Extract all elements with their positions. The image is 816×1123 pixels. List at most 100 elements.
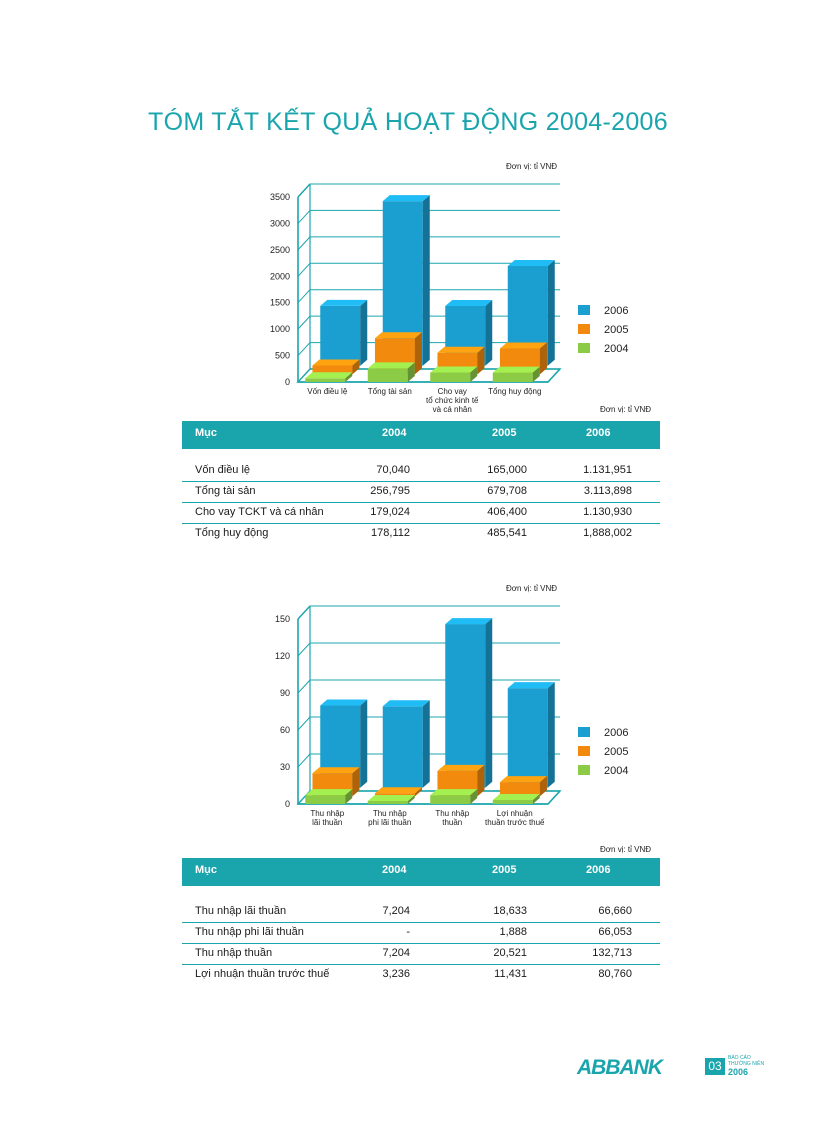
bar-top-2005 [437,346,485,353]
bar-side-2006 [422,700,430,788]
table2-unit-label: Đơn vị: tỉ VNĐ [600,845,652,854]
bar-2004 [367,801,408,804]
y-tick-label: 30 [280,762,290,772]
legend-swatch-2004 [578,765,590,775]
bar-side-2004 [532,366,540,382]
grid-line [297,605,311,620]
bar-top-2006 [320,699,368,706]
table1-header: Mục 2004 2005 2006 [182,421,660,449]
bar-side-2005 [414,787,422,797]
legend-swatch-2006 [578,727,590,737]
row-label: Tổng huy động [195,527,269,539]
y-tick-label: 1000 [270,324,290,334]
table2-header-2005: 2005 [492,864,517,876]
table2-header: Mục 2004 2005 2006 [182,858,660,886]
table-row: Thu nhập lãi thuần 7,204 18,633 66,660 [182,902,660,923]
bar-top-2004 [305,789,353,796]
row-value-2005: 18,633 [493,905,527,917]
bar-top-2005 [374,787,422,794]
legend-swatch-2005 [578,746,590,756]
bar-2004 [430,372,471,382]
bar-side-2005 [414,332,422,375]
bar-top-2004 [430,789,478,796]
row-value-2006: 1,888,002 [583,527,632,539]
x-tick-label: Lợi nhuận [497,809,533,818]
x-tick-label: lãi thuần [312,818,342,827]
row-value-2006: 132,713 [592,947,632,959]
row-label: Tổng tài sản [195,485,256,497]
grid-line [297,679,311,694]
bar-side-2005 [477,346,485,375]
bar-top-2004 [492,366,540,373]
bar-2005 [499,782,540,797]
chart-floor-edge [547,790,561,805]
row-value-2005: 485,541 [487,527,527,539]
bar-top-2004 [492,794,540,801]
y-tick-label: 500 [275,351,290,361]
chart-floor-edge [547,368,561,383]
page-number: 03 [705,1058,725,1075]
y-tick-label: 3000 [270,218,290,228]
bar-side-2006 [360,299,368,366]
grid-line [297,289,311,304]
legend-swatch-2005 [578,324,590,334]
bar-top-2005 [312,767,360,774]
row-value-2004: 7,204 [382,905,410,917]
bar-2005 [312,365,353,375]
row-label: Thu nhập thuần [195,947,273,959]
table2-header-2006: 2006 [586,864,611,876]
bar-top-2006 [445,618,493,625]
y-tick-label: 2000 [270,271,290,281]
grid-line [297,716,311,731]
row-value-2005: 165,000 [487,464,527,476]
table-row: Tổng tài sản 256,795 679,708 3.113,898 [182,482,660,503]
brand-wordmark: ABBANK [577,1056,663,1079]
row-value-2004: 7,204 [382,947,410,959]
table1-header-2004: 2004 [382,427,407,439]
x-tick-label: Tổng huy động [488,387,541,396]
row-value-2004: 3,236 [382,968,410,980]
x-tick-label: Thu nhập [373,809,407,818]
row-label: Cho vay TCKT và cá nhân [195,506,324,518]
report-label: BÁO CÁO THƯỜNG NIÊN [728,1055,765,1067]
bar-side-2005 [352,767,360,797]
row-value-2004: 70,040 [376,464,410,476]
bar-side-2006 [360,699,368,788]
x-tick-label: thuần trước thuế [485,818,545,827]
table-row: Thu nhập thuần 7,204 20,521 132,713 [182,944,660,965]
legend-label-2004: 2004 [604,343,628,355]
bar-side-2006 [547,682,555,788]
x-tick-label: Cho vay [438,387,467,396]
row-value-2005: 11,431 [494,968,527,980]
bar-2004 [492,372,533,382]
legend-label-2005: 2005 [604,324,628,336]
row-value-2006: 3.113,898 [583,485,632,497]
table1-unit-label: Đơn vị: tỉ VNĐ [600,405,652,414]
chart1-svg: 0 500 1000 1500 2000 2500 3000 3500 Vốn điều lệ T… [270,183,628,414]
table-row: Thu nhập phi lãi thuần - 1,888 66,053 [182,923,660,944]
bar-side-2004 [345,372,353,382]
y-tick-label: 0 [285,799,290,809]
page-title: TÓM TẮT KẾT QUẢ HOẠT ĐỘNG 2004-2006 [148,108,668,136]
row-value-2006: 1.130,930 [583,506,632,518]
bar-side-2005 [477,764,485,797]
legend-label-2006: 2006 [604,305,628,317]
row-label: Vốn điều lệ [195,464,251,476]
x-tick-label: Tổng tài sản [368,387,412,396]
row-value-2004: 178,112 [371,527,410,539]
bar-2006 [445,624,486,788]
y-tick-label: 2500 [270,245,290,255]
bar-top-2006 [507,682,555,689]
bar-top-2005 [312,359,360,366]
grid-line [297,642,311,657]
table-row: Lợi nhuận thuần trước thuế 3,236 11,431 … [182,965,660,985]
row-label: Thu nhập phi lãi thuần [195,926,304,938]
bar-top-2006 [320,299,368,306]
bar-side-2004 [345,789,353,804]
bar-side-2004 [407,362,415,382]
table-row: Vốn điều lệ 70,040 165,000 1.131,951 [182,461,660,482]
grid-line [297,315,311,330]
x-tick-label: Vốn điều lệ [307,387,348,396]
bar-top-2005 [437,764,485,771]
